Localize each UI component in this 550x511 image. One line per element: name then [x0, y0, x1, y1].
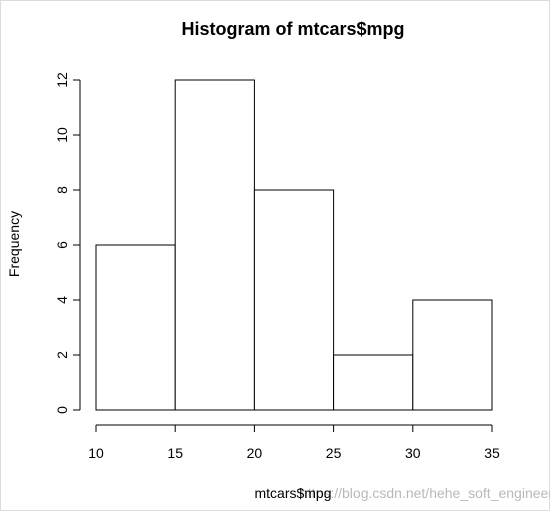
bars-group	[95, 79, 493, 411]
histogram-bar-4	[412, 299, 493, 411]
y-tick-label-3: 6	[54, 241, 70, 249]
y-tick-label-1: 2	[54, 351, 70, 359]
x-tick-label-2: 20	[247, 445, 263, 461]
y-tick-label-6: 12	[54, 72, 70, 88]
x-tick-label-4: 30	[405, 445, 421, 461]
x-tick-label-0: 10	[88, 445, 104, 461]
y-tick-label-5: 10	[54, 127, 70, 143]
x-tick-label-3: 25	[326, 445, 342, 461]
x-axis: 10 15 20 25 30 35	[88, 424, 500, 461]
histogram-bar-0	[95, 244, 176, 411]
x-tick-label-5: 35	[484, 445, 500, 461]
y-axis-label: Frequency	[6, 211, 22, 277]
chart-title: Histogram of mtcars$mpg	[181, 19, 404, 39]
watermark: https://blog.csdn.net/hehe_soft_engineer	[300, 485, 550, 501]
y-tick-label-0: 0	[54, 406, 70, 414]
histogram-bar-3	[333, 354, 414, 411]
y-tick-label-4: 8	[54, 186, 70, 194]
y-tick-label-2: 4	[54, 296, 70, 304]
y-axis: 0 2 4 6 8 10 12	[54, 72, 81, 414]
histogram-bar-1	[174, 79, 255, 411]
x-axis-label: mtcars$mpg	[254, 485, 331, 501]
histogram-bar-2	[253, 189, 335, 411]
x-tick-label-1: 15	[167, 445, 183, 461]
